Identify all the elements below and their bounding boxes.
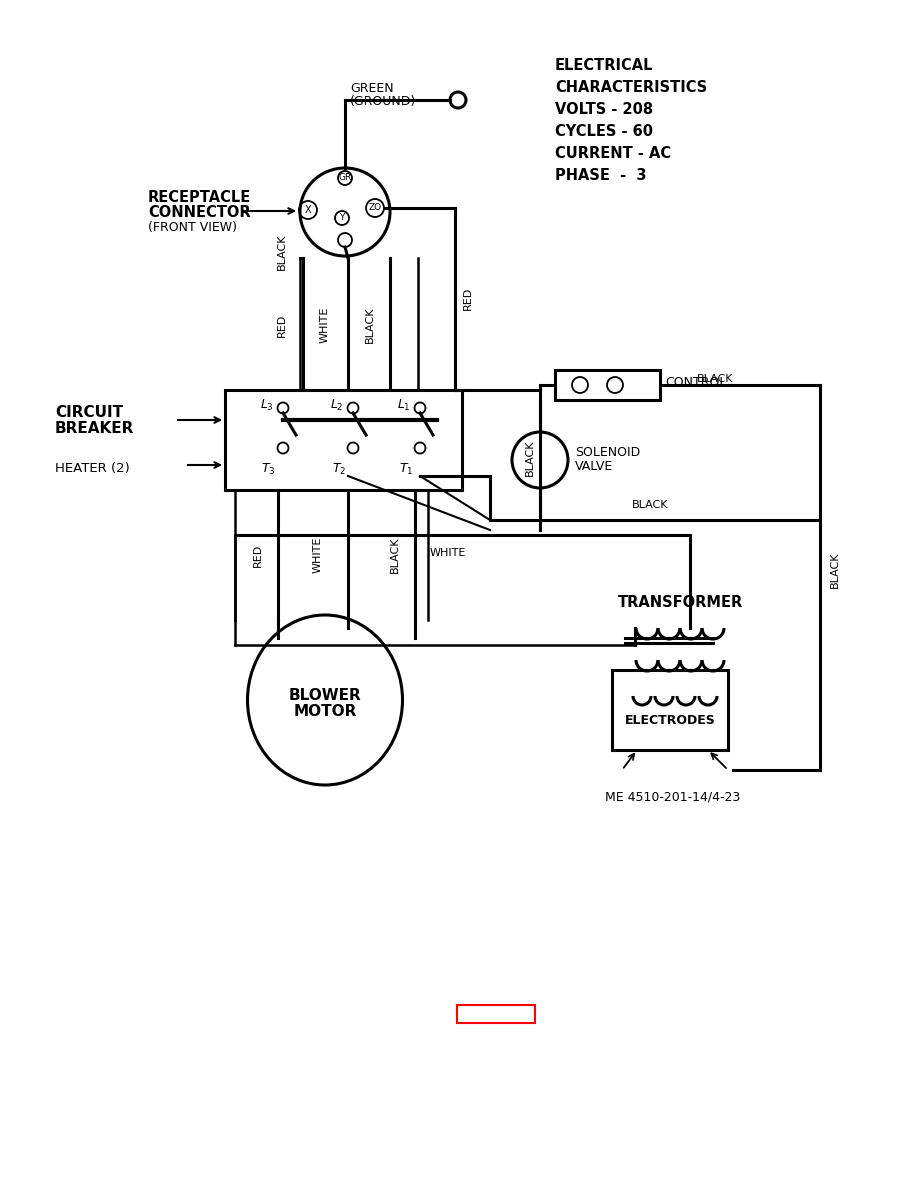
- Text: BLACK: BLACK: [277, 234, 287, 270]
- Text: $L_1$: $L_1$: [397, 398, 411, 413]
- Text: (FRONT VIEW): (FRONT VIEW): [148, 221, 237, 234]
- Text: CYCLES - 60: CYCLES - 60: [555, 124, 653, 139]
- Text: BLACK: BLACK: [830, 551, 840, 588]
- Text: VALVE: VALVE: [575, 461, 613, 474]
- Text: PHASE  -  3: PHASE - 3: [555, 168, 646, 183]
- Text: ME 4510-201-14/4-23: ME 4510-201-14/4-23: [605, 790, 740, 803]
- Text: CIRCUIT: CIRCUIT: [55, 405, 123, 421]
- Bar: [457, 1005, 535, 1023]
- Text: X: X: [305, 206, 311, 215]
- Text: RED: RED: [253, 543, 263, 567]
- Text: CONTROL: CONTROL: [665, 377, 726, 390]
- Text: ELECTRICAL: ELECTRICAL: [555, 58, 654, 72]
- Text: BLACK: BLACK: [390, 537, 400, 574]
- Text: GR: GR: [339, 173, 352, 183]
- Text: ELECTRODES: ELECTRODES: [624, 714, 715, 727]
- Text: ZO: ZO: [368, 202, 382, 211]
- Text: $T_1$: $T_1$: [398, 462, 413, 478]
- Text: BLACK: BLACK: [632, 500, 668, 510]
- Text: BLACK: BLACK: [365, 307, 375, 343]
- Text: CURRENT - AC: CURRENT - AC: [555, 146, 671, 162]
- Text: BLACK: BLACK: [697, 374, 733, 384]
- Text: CONNECTOR: CONNECTOR: [148, 206, 251, 220]
- Text: Y: Y: [340, 214, 344, 222]
- Text: RED: RED: [277, 314, 287, 336]
- Text: GREEN: GREEN: [350, 82, 394, 95]
- Bar: [225, 390, 462, 489]
- Text: CHARACTERISTICS: CHARACTERISTICS: [555, 80, 707, 95]
- Text: MOTOR: MOTOR: [294, 704, 357, 720]
- Text: $L_2$: $L_2$: [330, 398, 344, 413]
- Text: VOLTS - 208: VOLTS - 208: [555, 102, 653, 116]
- Text: (GROUND): (GROUND): [350, 95, 416, 108]
- Text: $T_2$: $T_2$: [331, 462, 346, 478]
- Text: BLACK: BLACK: [525, 440, 535, 476]
- Text: RED: RED: [463, 286, 473, 310]
- Text: WHITE: WHITE: [430, 548, 466, 558]
- Bar: [612, 670, 728, 750]
- Text: TRANSFORMER: TRANSFORMER: [618, 595, 743, 609]
- Text: BLOWER: BLOWER: [288, 688, 362, 702]
- Text: $L_3$: $L_3$: [260, 398, 274, 413]
- Text: BREAKER: BREAKER: [55, 421, 134, 436]
- Text: WHITE: WHITE: [320, 307, 330, 343]
- Text: HEATER (2): HEATER (2): [55, 462, 129, 475]
- Bar: [555, 369, 660, 400]
- Text: RECEPTACLE: RECEPTACLE: [148, 190, 252, 206]
- Text: SOLENOID: SOLENOID: [575, 447, 640, 460]
- Text: $T_3$: $T_3$: [262, 462, 276, 478]
- Text: WHITE: WHITE: [313, 537, 323, 573]
